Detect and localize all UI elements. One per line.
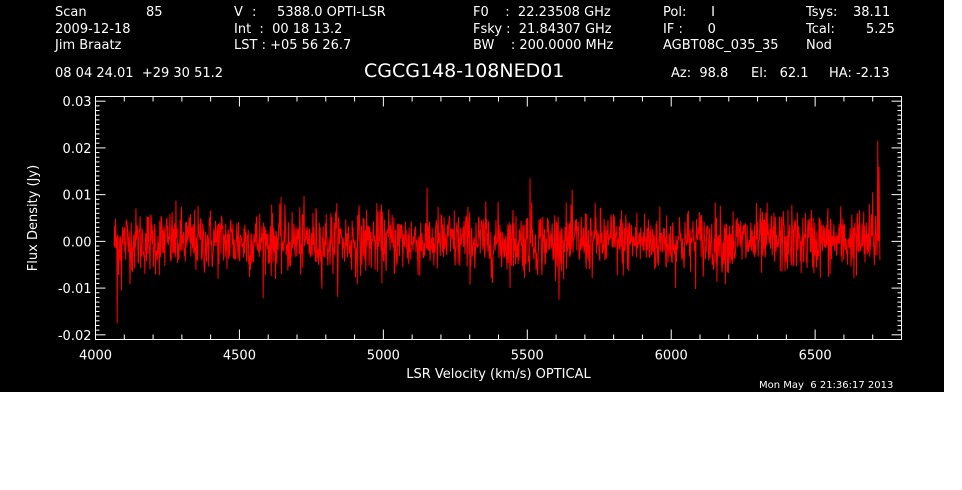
polarization: Pol: I [663, 5, 715, 20]
velocity-value: : 5388.0 OPTI-LSR [252, 5, 386, 20]
tcal-value: 5.25 [866, 22, 895, 37]
hour-angle: HA: -2.13 [829, 66, 890, 81]
lst-value: LST : +05 56 26.7 [234, 38, 352, 53]
x-tick-label: 4000 [79, 349, 112, 364]
elevation: El: 62.1 [751, 66, 809, 81]
tsys-value: 38.11 [853, 5, 891, 20]
x-tick-label: 6000 [655, 349, 688, 364]
source-name: CGCG148-108NED01 [364, 60, 565, 82]
y-tick-label: 0.02 [63, 142, 92, 157]
y-axis-label: Flux Density (Jy) [26, 165, 41, 271]
sky-frequency: Fsky : 21.84307 GHz [473, 22, 612, 37]
tcal-label: Tcal: [806, 22, 835, 37]
scan-label: Scan [55, 5, 87, 20]
x-axis-label: LSR Velocity (km/s) OPTICAL [406, 367, 591, 382]
observing-mode: Nod [806, 38, 832, 53]
rest-frequency: F0 : 22.23508 GHz [473, 5, 611, 20]
azimuth: Az: 98.8 [671, 66, 729, 81]
spectrum-line [113, 140, 881, 324]
y-tick-label: 0.00 [63, 235, 92, 250]
spectrum-chart: 4000 4500 5000 5500 6000 6500 -0.02 -0.01 0.00 0.… [26, 95, 902, 382]
if-number: IF : 0 [663, 22, 716, 37]
velocity-label: V [234, 5, 243, 20]
y-tick-label: -0.02 [58, 329, 92, 344]
x-tick-label: 6500 [799, 349, 832, 364]
x-tick-label: 5500 [511, 349, 544, 364]
scan-value: 85 [146, 5, 163, 20]
plot-panel: Scan 85 2009-12-18 Jim Braatz V : 5388.0… [0, 0, 944, 392]
render-timestamp: Mon May 6 21:36:17 2013 [759, 380, 894, 391]
y-tick-label: 0.01 [63, 189, 92, 204]
y-tick-label: 0.03 [63, 95, 92, 110]
session-id: AGBT08C_035_35 [663, 38, 779, 53]
observer-name: Jim Braatz [55, 38, 122, 53]
y-tick-label: -0.01 [58, 282, 92, 297]
obs-date: 2009-12-18 [55, 22, 131, 37]
sky-coordinates: 08 04 24.01 +29 30 51.2 [55, 66, 224, 81]
bandwidth: BW : 200.0000 MHz [473, 38, 614, 53]
tsys-label: Tsys: [806, 5, 838, 20]
x-tick-label: 4500 [223, 349, 256, 364]
integration-time: Int : 00 18 13.2 [234, 22, 343, 37]
x-tick-label: 5000 [367, 349, 400, 364]
